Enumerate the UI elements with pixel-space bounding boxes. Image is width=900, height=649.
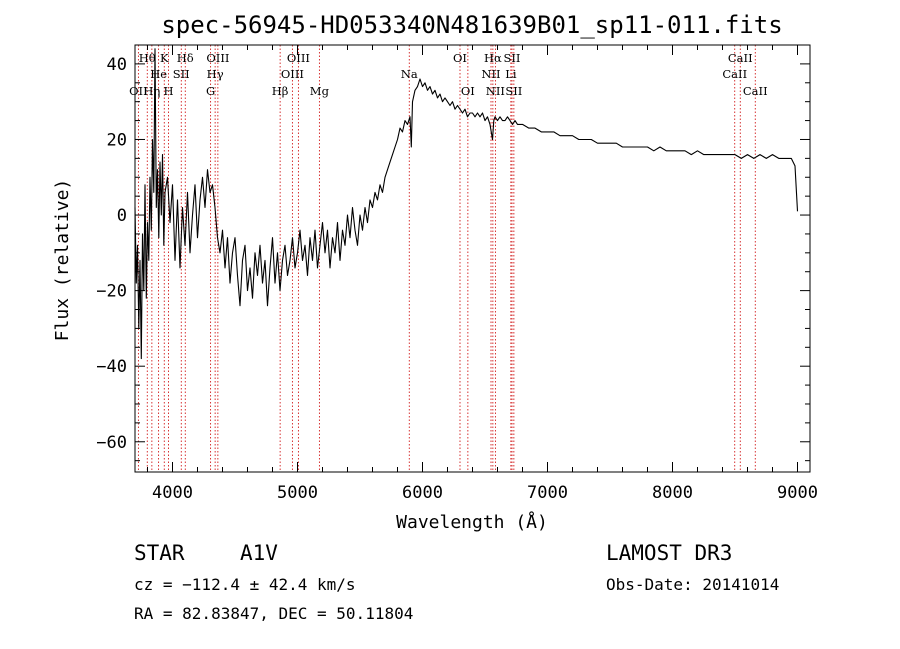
spectral-line-label: Hθ	[139, 51, 156, 65]
spectral-line-label: CaII	[722, 67, 747, 81]
spectral-line-label: Hβ	[272, 84, 289, 98]
spectral-line-label: Mg	[310, 84, 330, 98]
x-axis-title: Wavelength (Å)	[396, 511, 548, 533]
sky-coordinates: RA = 82.83847, DEC = 50.11804	[134, 604, 413, 623]
y-tick-label: −40	[96, 357, 127, 377]
y-tick-label: 0	[117, 206, 127, 226]
chart-title: spec-56945-HD053340N481639B01_sp11-011.f…	[161, 11, 782, 39]
y-tick-label: −60	[96, 433, 127, 453]
spectral-line-label: G	[206, 84, 215, 98]
spectral-line-label: SII	[504, 51, 521, 65]
spectral-line-label: Na	[401, 67, 418, 81]
spectral-line-label: Hδ	[177, 51, 194, 65]
x-tick-label: 9000	[777, 483, 818, 503]
x-tick-label: 5000	[277, 483, 318, 503]
x-tick-label: 4000	[152, 483, 193, 503]
spectral-line-label: H	[163, 84, 173, 98]
spectral-line-label: K	[160, 51, 169, 65]
spectral-line-label: SII	[173, 67, 190, 81]
spectral-line-label: Hα	[484, 51, 502, 65]
spectral-line-label: OI	[453, 51, 467, 65]
spectral-line-label: SII	[505, 84, 522, 98]
object-subclass: A1V	[240, 541, 278, 565]
spectral-line-labels: OIIHθHηHeKHSIIHδGHγOIIIHβOIIIOIIIMgNaOIO…	[129, 51, 768, 98]
spectral-line-label: OIII	[287, 51, 310, 65]
object-class: STAR	[134, 541, 185, 565]
y-axis-title: Flux (relative)	[52, 179, 73, 342]
spectral-line-label: Hη	[143, 84, 160, 98]
spectral-line-label: NII	[486, 84, 505, 98]
x-tick-label: 7000	[527, 483, 568, 503]
spectral-line-markers	[137, 45, 756, 472]
spectral-line-label: OIII	[206, 51, 229, 65]
y-axis: −60 −40 −20 0 20 40	[96, 44, 810, 462]
spectral-line-label: Hγ	[207, 67, 224, 81]
x-tick-label: 6000	[402, 483, 443, 503]
y-tick-label: 20	[107, 130, 127, 150]
survey-name: LAMOST DR3	[606, 541, 732, 565]
spectral-line-label: OII	[129, 84, 148, 98]
y-tick-label: 40	[107, 55, 127, 75]
spectral-line-label: CaII	[743, 84, 768, 98]
spectral-line-label: NII	[481, 67, 500, 81]
spectral-line-label: OI	[461, 84, 475, 98]
x-tick-label: 8000	[652, 483, 693, 503]
spectral-line-label: OIII	[281, 67, 304, 81]
observation-date: Obs-Date: 20141014	[606, 575, 779, 594]
spectral-line-label: Li	[505, 67, 517, 81]
spectrum-series	[134, 48, 799, 360]
x-axis: 4000 5000 6000 7000 8000 9000	[147, 45, 818, 503]
y-tick-label: −20	[96, 282, 127, 302]
spectral-line-label: CaII	[728, 51, 753, 65]
redshift-velocity: cz = −112.4 ± 42.4 km/s	[134, 575, 356, 594]
spectrum-line	[134, 48, 799, 360]
spectral-line-label: He	[150, 67, 167, 81]
